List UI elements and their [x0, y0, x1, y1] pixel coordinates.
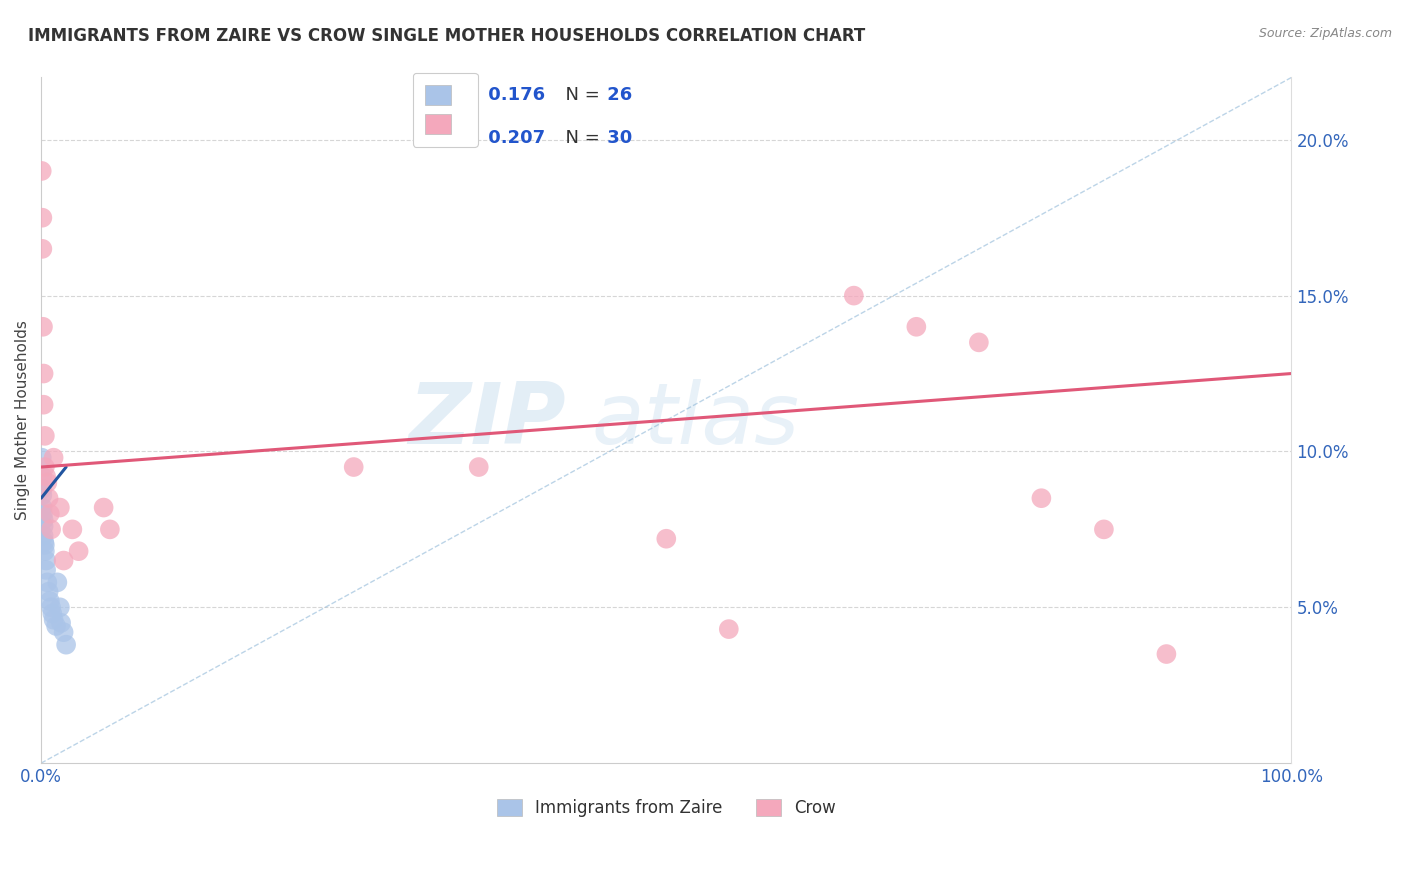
Point [31, 469, 53, 483]
Point [49, 500, 72, 515]
Text: N =: N = [554, 86, 605, 103]
Text: ZIP: ZIP [409, 379, 567, 462]
Point [31, 488, 53, 502]
Point [93, 500, 115, 515]
Point [32, 319, 55, 334]
Point [32, 507, 55, 521]
Point [31, 500, 53, 515]
Text: 26: 26 [602, 86, 633, 103]
Point [35, 469, 58, 483]
Point [37, 475, 59, 490]
Point [38, 584, 60, 599]
Point [37, 575, 59, 590]
Point [467, 460, 489, 475]
Point [38, 594, 60, 608]
Point [34, 544, 56, 558]
Point [55, 638, 77, 652]
Point [1031, 491, 1053, 506]
Point [34, 460, 56, 475]
Point [35, 563, 58, 577]
Point [1156, 647, 1178, 661]
Point [35, 553, 58, 567]
Point [32, 519, 55, 533]
Text: Source: ZipAtlas.com: Source: ZipAtlas.com [1258, 27, 1392, 40]
Point [42, 613, 65, 627]
Point [41, 607, 63, 621]
Point [39, 522, 62, 536]
Text: R =: R = [434, 86, 474, 103]
Point [38, 507, 60, 521]
Text: R =: R = [434, 128, 474, 147]
Point [34, 429, 56, 443]
Point [967, 335, 990, 350]
Point [42, 450, 65, 465]
Point [49, 600, 72, 615]
Point [905, 319, 928, 334]
Point [67, 544, 90, 558]
Point [49, 615, 72, 630]
Point [32, 398, 55, 412]
Point [32, 534, 55, 549]
Point [31, 211, 53, 225]
Point [38, 491, 60, 506]
Text: 0.207: 0.207 [482, 128, 546, 147]
Text: atlas: atlas [592, 379, 799, 462]
Text: IMMIGRANTS FROM ZAIRE VS CROW SINGLE MOTHER HOUSEHOLDS CORRELATION CHART: IMMIGRANTS FROM ZAIRE VS CROW SINGLE MOT… [28, 27, 865, 45]
Point [717, 622, 740, 636]
Point [98, 522, 121, 536]
Point [39, 600, 62, 615]
Point [52, 553, 75, 567]
Point [1092, 522, 1115, 536]
Point [655, 532, 678, 546]
Y-axis label: Single Mother Households: Single Mother Households [15, 320, 30, 520]
Point [52, 625, 75, 640]
Point [842, 288, 865, 302]
Text: N =: N = [554, 128, 605, 147]
Point [31, 450, 53, 465]
Point [32, 528, 55, 542]
Point [32, 367, 55, 381]
Legend: Immigrants from Zaire, Crow: Immigrants from Zaire, Crow [491, 792, 842, 823]
Text: 30: 30 [602, 128, 633, 147]
Point [343, 460, 366, 475]
Point [45, 619, 67, 633]
Point [60, 522, 83, 536]
Point [31, 482, 53, 496]
Text: 0.176: 0.176 [482, 86, 546, 103]
Point [34, 538, 56, 552]
Point [31, 242, 53, 256]
Point [31, 164, 53, 178]
Point [46, 575, 69, 590]
Point [32, 513, 55, 527]
